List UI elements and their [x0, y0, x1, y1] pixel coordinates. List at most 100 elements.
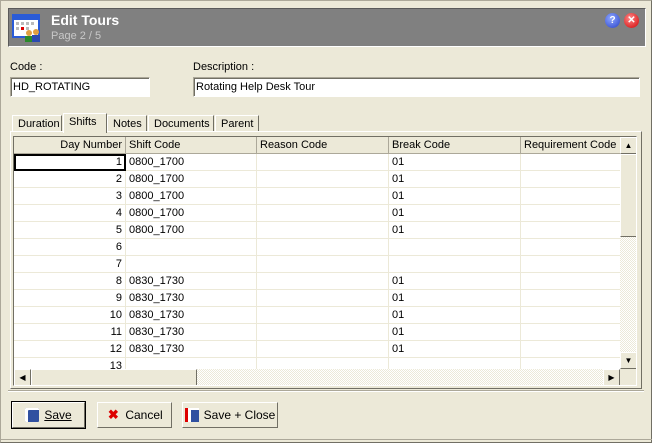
scroll-up-button[interactable]: ▲	[620, 137, 636, 154]
column-header-shift-code[interactable]: Shift Code	[126, 137, 257, 154]
vertical-scrollbar[interactable]: ▲ ▼	[620, 137, 636, 369]
table-cell[interactable]	[257, 239, 389, 256]
table-cell[interactable]: 0800_1700	[126, 222, 257, 239]
table-cell[interactable]	[521, 239, 621, 256]
table-cell[interactable]	[521, 324, 621, 341]
table-cell[interactable]	[389, 256, 521, 273]
table-cell[interactable]	[521, 154, 621, 171]
tab-documents[interactable]: Documents	[148, 115, 214, 132]
table-cell[interactable]	[257, 341, 389, 358]
tab-duration[interactable]: Duration	[12, 115, 62, 132]
table-cell[interactable]	[521, 222, 621, 239]
save-button[interactable]: Save	[11, 401, 86, 429]
table-row[interactable]: 4 0800_1700 01	[14, 205, 621, 222]
table-row[interactable]: 9 0830_1730 01	[14, 290, 621, 307]
table-cell[interactable]	[521, 188, 621, 205]
horizontal-scroll-thumb[interactable]	[31, 369, 197, 385]
table-cell[interactable]	[257, 171, 389, 188]
table-cell[interactable]: 01	[389, 154, 521, 171]
tab-parent[interactable]: Parent	[215, 115, 259, 132]
table-cell[interactable]: 01	[389, 222, 521, 239]
table-cell[interactable]: 01	[389, 171, 521, 188]
table-cell[interactable]: 01	[389, 188, 521, 205]
table-cell[interactable]	[257, 324, 389, 341]
table-cell[interactable]: 01	[389, 273, 521, 290]
column-header-break-code[interactable]: Break Code	[389, 137, 521, 154]
table-cell[interactable]: 1	[14, 154, 126, 171]
table-cell[interactable]	[257, 273, 389, 290]
help-icon[interactable]: ?	[605, 13, 620, 28]
table-cell[interactable]	[521, 273, 621, 290]
save-close-button[interactable]: Save + Close	[182, 402, 278, 428]
table-cell[interactable]	[389, 239, 521, 256]
vertical-scroll-thumb[interactable]	[620, 154, 636, 237]
table-cell[interactable]	[521, 205, 621, 222]
table-cell[interactable]: 3	[14, 188, 126, 205]
table-cell[interactable]: 7	[14, 256, 126, 273]
table-cell[interactable]	[257, 154, 389, 171]
column-header-reason-code[interactable]: Reason Code	[257, 137, 389, 154]
table-cell[interactable]: 10	[14, 307, 126, 324]
table-cell[interactable]: 0830_1730	[126, 273, 257, 290]
table-cell[interactable]	[257, 222, 389, 239]
table-cell[interactable]: 4	[14, 205, 126, 222]
table-row[interactable]: 7	[14, 256, 621, 273]
table-cell[interactable]: 2	[14, 171, 126, 188]
table-cell[interactable]	[257, 205, 389, 222]
table-cell[interactable]: 0830_1730	[126, 341, 257, 358]
table-cell[interactable]	[257, 290, 389, 307]
tab-shifts[interactable]: Shifts	[63, 113, 107, 133]
description-input[interactable]: Rotating Help Desk Tour	[193, 77, 640, 97]
table-row[interactable]: 1 0800_1700 01	[14, 154, 621, 171]
table-cell[interactable]: 0800_1700	[126, 154, 257, 171]
table-cell[interactable]: 0830_1730	[126, 307, 257, 324]
code-input[interactable]: HD_ROTATING	[10, 77, 150, 97]
scroll-left-button[interactable]: ◀	[14, 369, 31, 385]
table-cell[interactable]: 8	[14, 273, 126, 290]
table-cell[interactable]	[521, 290, 621, 307]
table-cell[interactable]: 01	[389, 324, 521, 341]
column-header-day-number[interactable]: Day Number	[14, 137, 126, 154]
table-cell[interactable]	[521, 341, 621, 358]
horizontal-scrollbar[interactable]: ◀ ▶	[14, 369, 620, 385]
table-row[interactable]: 10 0830_1730 01	[14, 307, 621, 324]
table-cell[interactable]	[257, 307, 389, 324]
table-cell[interactable]: 01	[389, 307, 521, 324]
table-row[interactable]: 12 0830_1730 01	[14, 341, 621, 358]
table-cell[interactable]: 0800_1700	[126, 188, 257, 205]
tab-notes[interactable]: Notes	[107, 115, 147, 132]
table-cell[interactable]: 11	[14, 324, 126, 341]
cancel-button[interactable]: ✖ Cancel	[97, 402, 172, 428]
table-cell[interactable]: 01	[389, 205, 521, 222]
table-cell[interactable]	[257, 256, 389, 273]
table-cell[interactable]: 12	[14, 341, 126, 358]
table-cell[interactable]	[521, 171, 621, 188]
scroll-down-button[interactable]: ▼	[620, 352, 636, 369]
table-cell[interactable]: 0800_1700	[126, 205, 257, 222]
scrollbar-corner	[620, 369, 636, 385]
table-row[interactable]: 5 0800_1700 01	[14, 222, 621, 239]
table-cell[interactable]: 0830_1730	[126, 324, 257, 341]
table-cell[interactable]: 01	[389, 341, 521, 358]
table-row[interactable]: 3 0800_1700 01	[14, 188, 621, 205]
table-cell[interactable]	[126, 239, 257, 256]
table-cell[interactable]: 0830_1730	[126, 290, 257, 307]
code-label: Code :	[10, 61, 43, 73]
table-cell[interactable]	[126, 256, 257, 273]
table-row[interactable]: 11 0830_1730 01	[14, 324, 621, 341]
floppy-disk-icon	[25, 408, 40, 422]
close-icon[interactable]: ✕	[624, 13, 639, 28]
table-cell[interactable]	[521, 307, 621, 324]
table-cell[interactable]: 5	[14, 222, 126, 239]
table-row[interactable]: 2 0800_1700 01	[14, 171, 621, 188]
table-cell[interactable]: 01	[389, 290, 521, 307]
table-row[interactable]: 8 0830_1730 01	[14, 273, 621, 290]
column-header-requirement-code[interactable]: Requirement Code	[521, 137, 621, 154]
table-cell[interactable]: 9	[14, 290, 126, 307]
scroll-right-button[interactable]: ▶	[603, 369, 620, 385]
table-cell[interactable]: 0800_1700	[126, 171, 257, 188]
table-cell[interactable]: 6	[14, 239, 126, 256]
table-cell[interactable]	[521, 256, 621, 273]
table-row[interactable]: 6	[14, 239, 621, 256]
table-cell[interactable]	[257, 188, 389, 205]
